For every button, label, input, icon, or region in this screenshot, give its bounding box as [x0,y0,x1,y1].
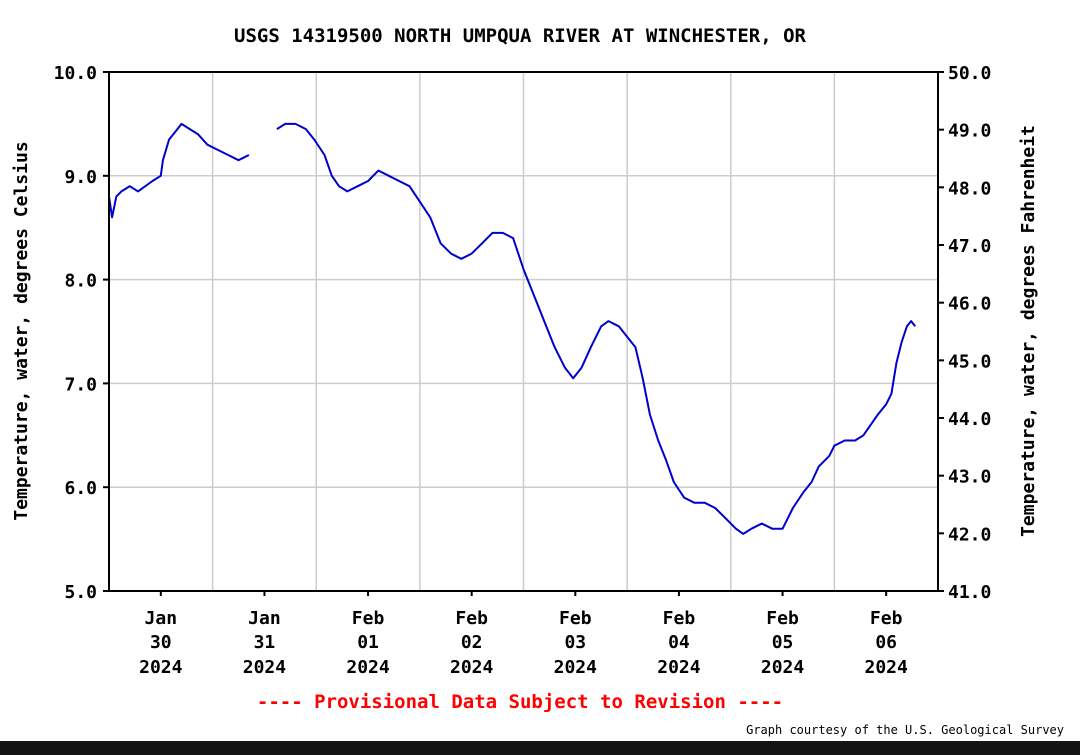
y-axis-label-right: Temperature, water, degrees Fahrenheit [1018,125,1039,537]
x-tick-label-day: 05 [772,632,794,653]
x-tick-label-month: Feb [766,608,799,629]
y-axis-right: 41.0 42.0 43.0 44.0 45.0 46.0 47.0 48.0 49.0 50.0 [938,63,991,603]
x-tick-label-year: 2024 [761,657,805,678]
plot-area [108,71,939,592]
y-tick-label-right: 50.0 [948,63,991,84]
temperature-line [276,122,916,535]
x-tick-label-year: 2024 [657,657,701,678]
x-tick-label-day: 06 [875,632,897,653]
x-tick-label-year: 2024 [554,657,598,678]
y-tick-label-left: 7.0 [64,374,97,395]
y-tick-label-right: 47.0 [948,236,991,257]
x-tick-label-day: 31 [254,632,276,653]
x-tick-label-year: 2024 [865,657,909,678]
provisional-notice: ---- Provisional Data Subject to Revisio… [257,691,783,713]
y-axis-left: 5.0 6.0 7.0 8.0 9.0 10.0 [54,63,109,603]
x-tick-label-month: Feb [352,608,385,629]
usgs-courtesy: Graph courtesy of the U.S. Geological Su… [746,723,1064,737]
series-group [108,122,916,535]
x-tick-label-year: 2024 [139,657,183,678]
x-tick-label-year: 2024 [346,657,390,678]
y-tick-label-left: 6.0 [64,478,97,499]
y-tick-label-left: 5.0 [64,582,97,603]
x-tick-label-year: 2024 [243,657,287,678]
temperature-line [108,122,250,219]
y-tick-label-left: 8.0 [64,271,97,292]
x-tick-label-day: 03 [564,632,586,653]
x-tick-label-day: 04 [668,632,690,653]
x-tick-label-day: 01 [357,632,379,653]
x-tick-label-month: Feb [663,608,696,629]
x-tick-label-year: 2024 [450,657,494,678]
y-tick-label-right: 42.0 [948,524,991,545]
y-tick-label-left: 10.0 [54,63,97,84]
x-tick-label-month: Jan [248,608,281,629]
x-tick-label-month: Feb [870,608,903,629]
chart-title: USGS 14319500 NORTH UMPQUA RIVER AT WINC… [234,25,807,47]
y-tick-label-right: 41.0 [948,582,991,603]
y-axis-label-left: Temperature, water, degrees Celsius [11,141,32,520]
x-tick-label-month: Feb [559,608,592,629]
y-tick-label-left: 9.0 [64,167,97,188]
x-tick-label-month: Feb [455,608,488,629]
y-tick-label-right: 49.0 [948,121,991,142]
y-tick-label-right: 43.0 [948,467,991,488]
y-tick-label-right: 44.0 [948,409,991,430]
x-axis: Jan 30 2024 Jan 31 2024 Feb 01 2024 Feb 02 2024 Feb 0… [139,591,908,678]
x-tick-label-day: 02 [461,632,483,653]
y-tick-label-right: 46.0 [948,294,991,315]
grid [109,72,938,591]
y-tick-label-right: 45.0 [948,351,991,372]
y-tick-label-right: 48.0 [948,178,991,199]
x-tick-label-day: 30 [150,632,172,653]
x-tick-label-month: Jan [145,608,178,629]
